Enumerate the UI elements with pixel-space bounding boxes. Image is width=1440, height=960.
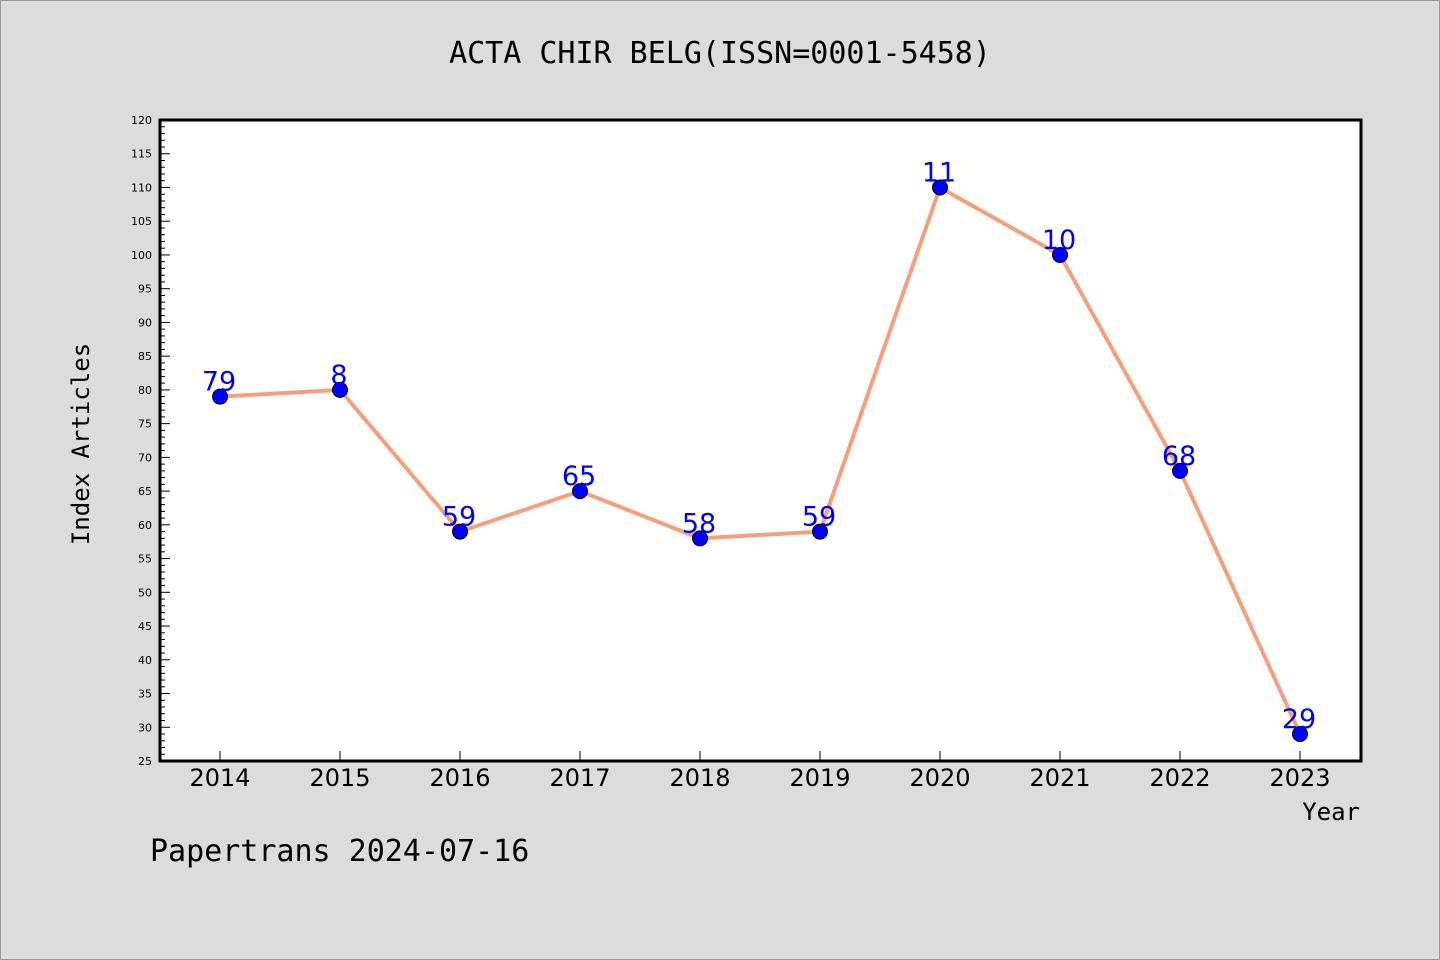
data-point	[692, 530, 708, 547]
data-point	[1172, 462, 1188, 479]
data-label: 58	[682, 508, 716, 539]
y-tick-label: 60	[138, 519, 152, 532]
x-tick-label: 2016	[429, 764, 490, 792]
y-tick-label: 70	[138, 451, 152, 464]
data-label: 59	[802, 502, 836, 533]
y-tick-label: 110	[131, 181, 152, 194]
data-label: 8	[330, 360, 347, 391]
y-tick-label: 75	[138, 418, 152, 431]
y-tick-label: 85	[138, 350, 152, 363]
x-tick-label: 2023	[1269, 764, 1330, 792]
chart-title: ACTA CHIR BELG(ISSN=0001-5458)	[449, 36, 991, 71]
y-tick-label: 35	[138, 688, 152, 701]
x-tick-label: 2018	[669, 764, 730, 792]
data-label: 79	[202, 367, 236, 398]
y-tick-label: 45	[138, 620, 152, 633]
y-tick-label: 80	[138, 384, 152, 397]
y-tick-label: 115	[131, 148, 152, 161]
y-tick-label: 95	[138, 283, 152, 296]
x-axis: 2014 2015 2016 2017 2018 2019 2020 2021 2022 2023	[189, 751, 1331, 792]
data-label: 29	[1282, 704, 1316, 735]
data-point	[1292, 726, 1308, 743]
data-point	[452, 523, 468, 540]
x-tick-label: 2022	[1149, 764, 1210, 792]
footer-credit: Papertrans 2024-07-16	[150, 834, 530, 869]
data-label: 11	[922, 157, 956, 188]
y-tick-label: 30	[138, 721, 152, 734]
y-tick-label: 90	[138, 316, 152, 329]
x-tick-label: 2015	[309, 764, 370, 792]
series-points-group	[212, 179, 1308, 743]
y-tick-label: 50	[138, 586, 152, 599]
y-tick-label: 25	[138, 755, 152, 768]
y-tick-label: 65	[138, 485, 152, 498]
x-tick-label: 2021	[1029, 764, 1090, 792]
x-tick-label: 2014	[189, 764, 250, 792]
data-label: 10	[1042, 225, 1076, 256]
y-tick-label: 55	[138, 553, 152, 566]
data-point	[332, 381, 348, 398]
data-labels-group: 79 8 59 65 58 59 11 10 68 29	[202, 157, 1316, 735]
y-tick-label: 100	[131, 249, 152, 262]
x-tick-label: 2019	[789, 764, 850, 792]
x-axis-label: Year	[1302, 798, 1360, 826]
data-point	[932, 179, 948, 196]
y-tick-label: 105	[131, 215, 152, 228]
data-point	[212, 388, 228, 405]
plot-area	[158, 118, 1363, 763]
x-tick-label: 2020	[909, 764, 970, 792]
data-point	[572, 483, 588, 500]
data-label: 65	[562, 461, 596, 492]
y-tick-label: 120	[131, 114, 152, 127]
series-line	[219, 185, 1302, 735]
series-line-group	[219, 185, 1302, 735]
data-point	[812, 523, 828, 540]
y-axis-label: Index Articles	[67, 343, 95, 545]
y-tick-label: 40	[138, 654, 152, 667]
data-label: 59	[442, 502, 476, 533]
y-axis: 25 30 35 40 45 50 55 60 65 70 75 80 85 90 95 100 105 110 1…	[131, 114, 170, 768]
data-point	[1052, 246, 1068, 263]
data-label: 68	[1162, 441, 1196, 472]
x-tick-label: 2017	[549, 764, 610, 792]
